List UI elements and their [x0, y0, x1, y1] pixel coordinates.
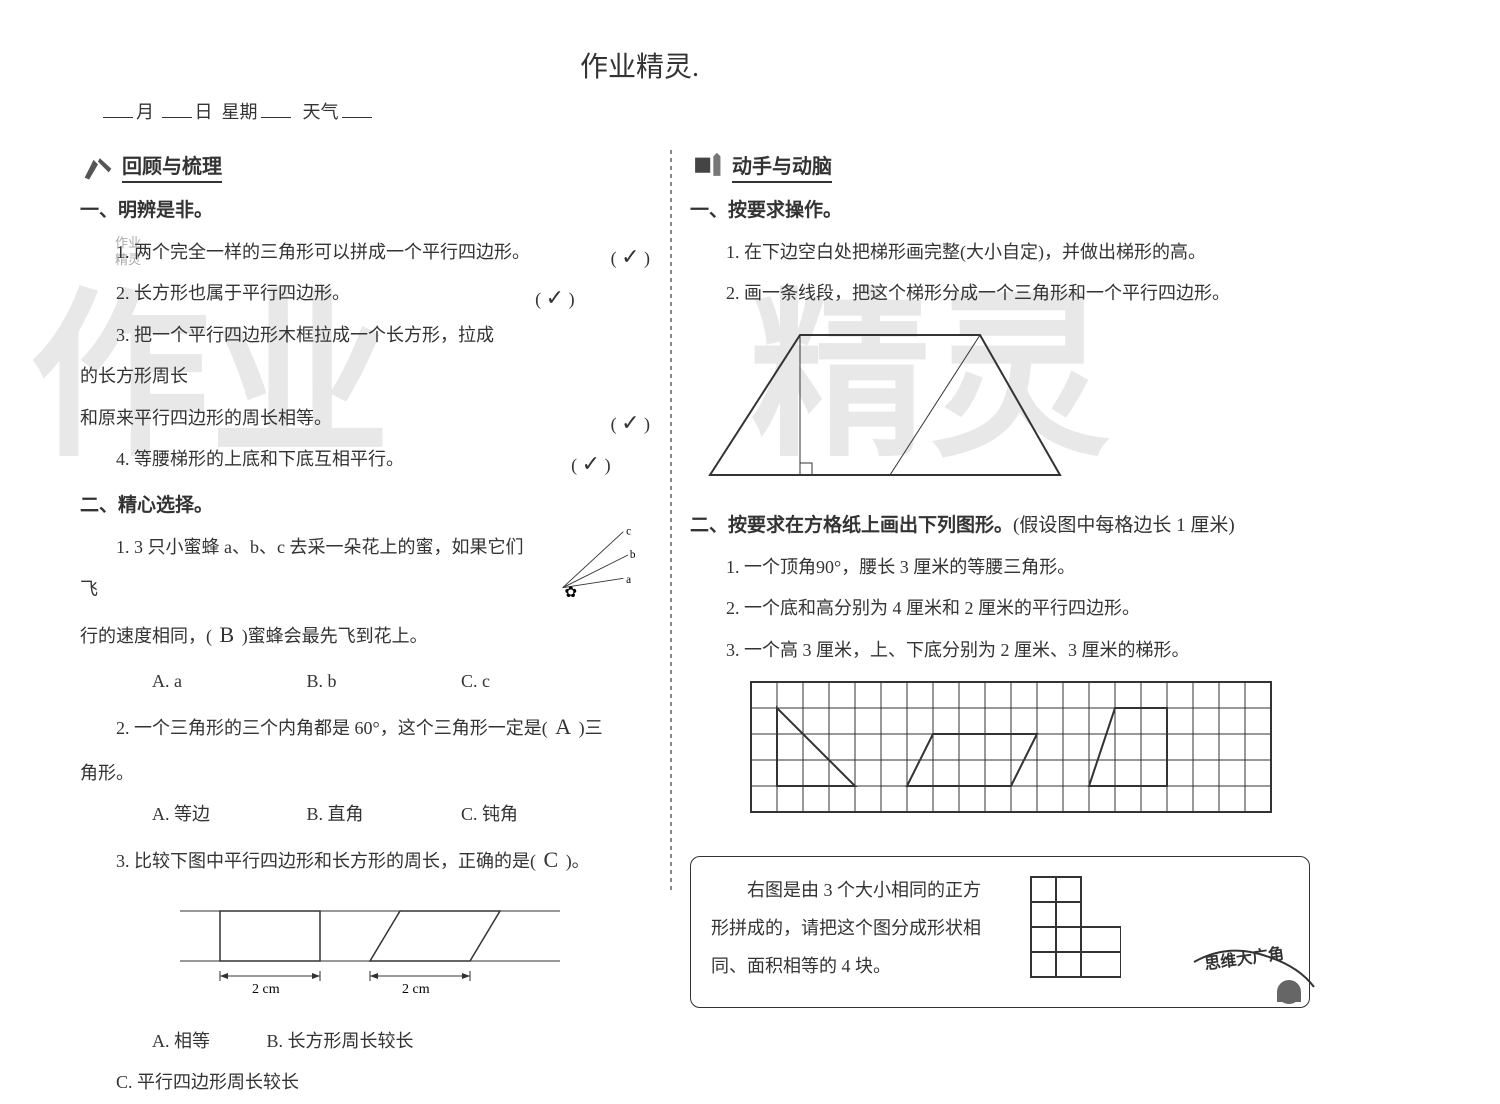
q1-3b: 和原来平行四边形的周长相等。 ( ✓ ) [80, 398, 650, 439]
r-q2-2: 2. 一个底和高分别为 4 厘米和 2 厘米的平行四边形。 [690, 588, 1310, 629]
date-line: 月 日 星期 天气 [100, 98, 375, 124]
r-q1-1: 1. 在下边空白处把梯形画完整(大小自定)，并做出梯形的高。 [690, 232, 1310, 273]
q1-1-answer: ✓ [621, 244, 639, 269]
svg-text:a: a [626, 574, 631, 586]
q2-1-opts: A. a B. b C. c [80, 661, 650, 702]
q2-2: 2. 一个三角形的三个内角都是 60°，这个三角形一定是( A )三 [80, 702, 650, 753]
q2-1b: 行的速度相同，( B )蜜蜂会最先飞到花上。 [80, 610, 650, 661]
q1-2: 2. 长方形也属于平行四边形。 ( ✓ ) [80, 273, 650, 314]
q2-1-answer: B [217, 622, 238, 647]
right-section-header: 动手与动脑 [690, 150, 1310, 183]
puzzle-box: 右图是由 3 个大小相同的正方形拼成的，请把这个图分成形状相同、面积相等的 4 … [690, 856, 1310, 1008]
q1-2-answer: ✓ [546, 285, 564, 310]
q1-3-answer: ✓ [621, 410, 639, 435]
puzzle-badge: 思维大广角 [1189, 937, 1319, 1012]
column-divider [670, 150, 672, 890]
q2-3: 3. 比较下图中平行四边形和长方形的周长，正确的是( C )。 [80, 835, 650, 886]
bee-diagram: c b a ✿ [560, 527, 640, 597]
brain-icon [690, 151, 726, 183]
right-column: 动手与动脑 一、按要求操作。 1. 在下边空白处把梯形画完整(大小自定)，并做出… [690, 150, 1310, 1008]
r-q2-3: 3. 一个高 3 厘米，上、下底分别为 2 厘米、3 厘米的梯形。 [690, 630, 1310, 671]
r-q2-1: 1. 一个顶角90°，腰长 3 厘米的等腰三角形。 [690, 547, 1310, 588]
right-section-title: 动手与动脑 [732, 150, 832, 183]
weekday-label: 星期 [222, 102, 258, 122]
q1-1: 1. 两个完全一样的三角形可以拼成一个平行四边形。 ( ✓ ) [80, 232, 650, 273]
q2-3-answer: C [541, 847, 562, 872]
svg-text:2 cm: 2 cm [252, 982, 280, 997]
left-s1-heading: 一、明辨是非。 [80, 195, 650, 222]
svg-text:c: c [626, 527, 631, 537]
svg-text:2 cm: 2 cm [402, 982, 430, 997]
left-section-title: 回顾与梳理 [122, 150, 222, 183]
tools-icon [80, 151, 116, 183]
day-label: 日 [195, 102, 213, 122]
grid-diagram [750, 681, 1272, 813]
perimeter-diagram: 2 cm 2 cm [180, 901, 560, 1001]
left-column: 回顾与梳理 一、明辨是非。 1. 两个完全一样的三角形可以拼成一个平行四边形。 … [80, 150, 650, 1104]
right-s1-heading: 一、按要求操作。 [690, 195, 1310, 222]
q2-1a: 1. 3 只小蜜蜂 a、b、c 去采一朵花上的蜜，如果它们飞 [80, 527, 540, 610]
q1-3a: 3. 把一个平行四边形木框拉成一个长方形，拉成的长方形周长 [80, 315, 650, 398]
q1-4-answer: ✓ [582, 451, 600, 476]
left-section-header: 回顾与梳理 [80, 150, 650, 183]
month-label: 月 [136, 102, 154, 122]
svg-text:✿: ✿ [565, 585, 578, 597]
q2-2-answer: A [552, 714, 574, 739]
page-header-title: 作业精灵. [580, 45, 699, 85]
puzzle-text: 右图是由 3 个大小相同的正方形拼成的，请把这个图分成形状相同、面积相等的 4 … [711, 872, 991, 992]
q2-3-opts: A. 相等 B. 长方形周长较长 C. 平行四边形周长较长 [80, 1021, 650, 1104]
puzzle-figure [991, 872, 1121, 992]
weather-label: 天气 [303, 102, 339, 122]
q1-4: 4. 等腰梯形的上底和下底互相平行。 ( ✓ ) [80, 439, 650, 480]
left-s2-heading: 二、精心选择。 [80, 490, 650, 517]
trapezoid-diagram [690, 325, 1070, 485]
q2-2-tail: 角形。 [80, 753, 650, 794]
right-s2-heading: 二、按要求在方格纸上画出下列图形。(假设图中每格边长 1 厘米) [690, 510, 1310, 537]
r-q1-2: 2. 画一条线段，把这个梯形分成一个三角形和一个平行四边形。 [690, 273, 1310, 314]
svg-text:b: b [630, 549, 636, 561]
q2-2-opts: A. 等边 B. 直角 C. 钝角 [80, 794, 650, 835]
